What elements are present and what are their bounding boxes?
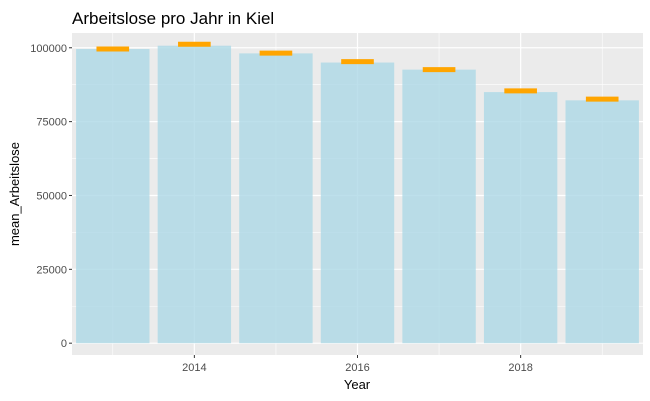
x-axis-ticks: 2014 2016 2018 (182, 355, 533, 374)
y-tick-label: 0 (61, 338, 67, 350)
bar-2014 (157, 45, 232, 344)
error-markers (96, 41, 619, 102)
bar-2019 (565, 100, 639, 344)
x-axis-title: Year (344, 377, 371, 392)
y-axis-ticks: 0 25000 50000 75000 100000 (30, 43, 72, 350)
x-tick-label: 2014 (182, 362, 206, 374)
y-axis-title: mean_Arbeitslose (7, 142, 22, 246)
y-tick-label: 75000 (36, 117, 67, 129)
x-tick-label: 2016 (345, 362, 369, 374)
y-tick-label: 25000 (36, 264, 67, 276)
y-tick-label: 100000 (30, 43, 67, 55)
bars (76, 45, 639, 344)
bar-2013 (76, 48, 150, 344)
bar-2017 (402, 69, 476, 344)
bar-2015 (239, 53, 313, 344)
x-tick-label: 2018 (508, 362, 532, 374)
chart-title: Arbeitslose pro Jahr in Kiel (72, 9, 274, 28)
bar-2018 (483, 92, 558, 344)
y-tick-label: 50000 (36, 190, 67, 202)
bar-2016 (320, 62, 395, 344)
